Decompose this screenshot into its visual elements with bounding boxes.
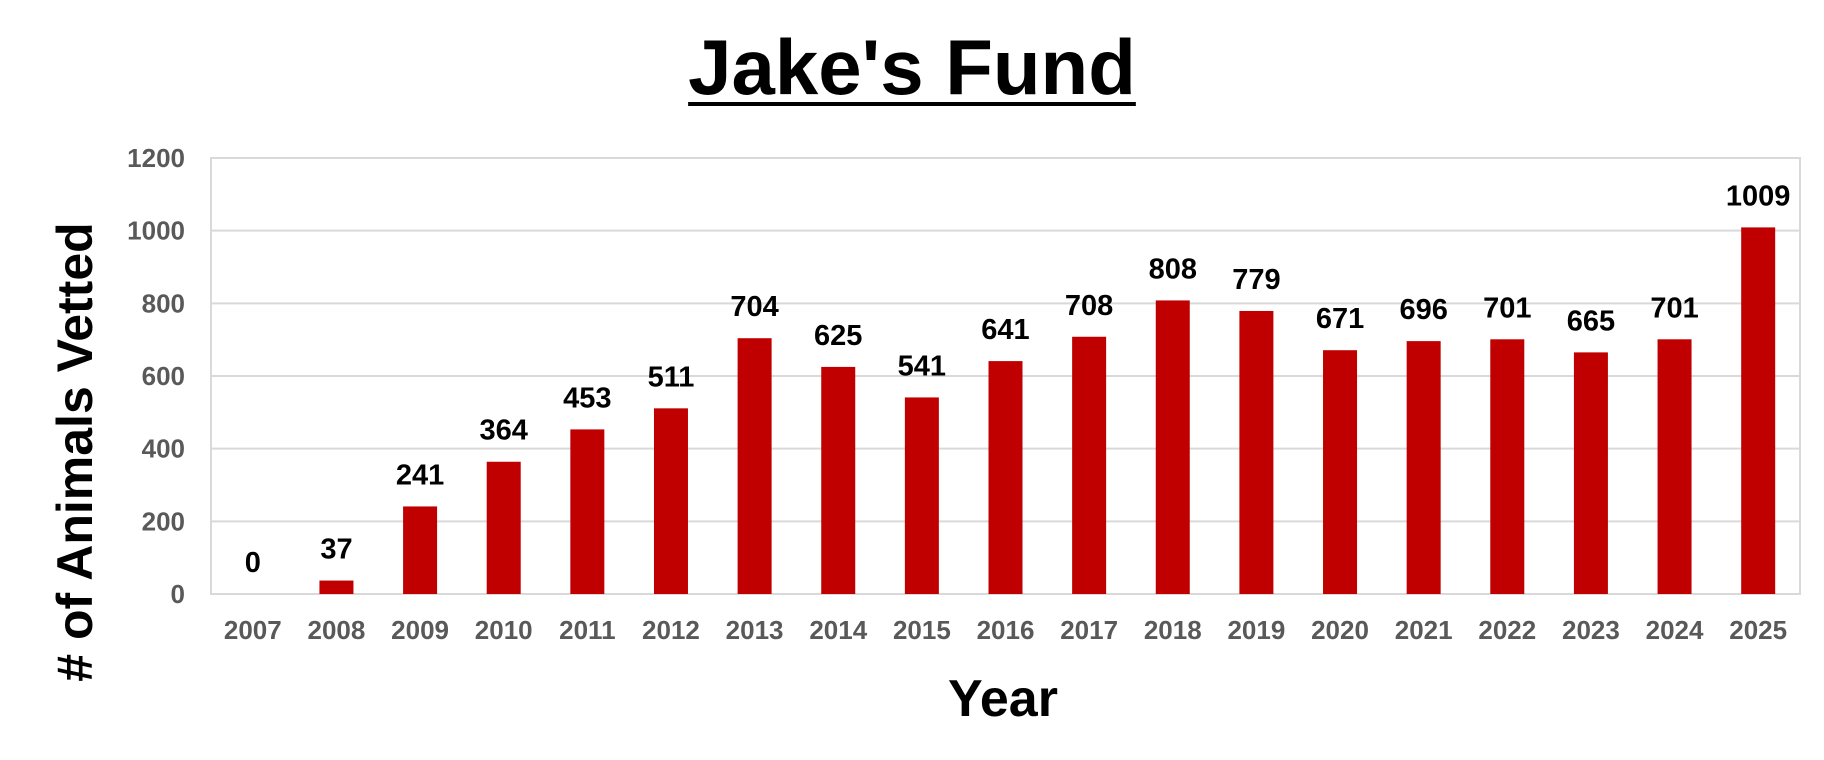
bars [319,227,1776,594]
x-tick-label: 2018 [1144,615,1202,645]
data-label: 671 [1316,303,1364,335]
x-tick-labels: 2007 2008 2009 2010 2011 2012 2013 2014 2015 2016… [224,615,1787,645]
bar-2014 [821,366,856,594]
x-tick-label: 2009 [391,615,449,645]
data-label: 625 [814,320,862,352]
data-label: 704 [730,291,778,323]
bar-2025 [1741,227,1776,594]
bar-2021 [1406,341,1441,594]
y-tick-label: 1000 [127,216,185,246]
y-tick-label: 0 [171,579,185,609]
gridlines [210,157,1801,595]
y-tick-label: 600 [142,361,185,391]
bar-2013 [737,338,772,594]
x-tick-label: 2023 [1562,615,1620,645]
data-label: 37 [320,534,352,566]
bar-2008 [319,580,354,594]
y-tick-label: 1200 [127,143,185,173]
data-label: 1009 [1726,180,1791,212]
bar-2020 [1323,350,1358,594]
y-tick-labels: 0 200 400 600 800 1000 1200 [127,143,185,609]
x-tick-label: 2015 [893,615,951,645]
x-tick-label: 2019 [1227,615,1285,645]
x-tick-label: 2025 [1729,615,1787,645]
y-tick-label: 800 [142,288,185,318]
bar-2009 [403,506,438,594]
bar-2010 [486,461,521,594]
bar-2019 [1239,310,1274,594]
x-tick-label: 2017 [1060,615,1118,645]
x-tick-label: 2014 [809,615,867,645]
y-tick-label: 400 [142,434,185,464]
x-tick-label: 2016 [977,615,1035,645]
x-tick-label: 2011 [559,615,615,645]
y-tick-label: 200 [142,506,185,536]
x-tick-label: 2008 [308,615,366,645]
x-tick-label: 2007 [224,615,282,645]
bar-2024 [1657,339,1692,594]
data-label: 241 [396,459,444,491]
x-tick-label: 2024 [1646,615,1704,645]
bar-2023 [1573,352,1608,594]
data-label: 696 [1399,294,1447,326]
chart-title: Jake's Fund [688,23,1136,111]
x-tick-label: 2010 [475,615,533,645]
x-tick-label: 2013 [726,615,784,645]
data-label: 708 [1065,290,1113,322]
data-label: 701 [1483,292,1531,324]
bar-2017 [1072,336,1107,594]
data-labels: 0 37 241 364 453 511 704 625 541 641 708 808 779 671 6… [245,180,1791,579]
bar-2015 [904,397,939,594]
data-label: 701 [1650,292,1698,324]
data-label: 511 [648,361,695,393]
data-label: 665 [1567,305,1615,337]
data-label: 641 [981,314,1029,346]
data-label: 364 [480,415,528,447]
bar-2012 [653,408,688,594]
data-label: 779 [1232,264,1280,296]
x-tick-label: 2012 [642,615,700,645]
x-tick-label: 2021 [1395,615,1453,645]
data-label: 541 [898,350,946,382]
bar-2022 [1490,339,1525,594]
bar-2016 [988,361,1023,594]
bar-2018 [1155,300,1190,594]
data-label: 453 [563,382,611,414]
x-tick-label: 2022 [1478,615,1536,645]
x-axis-title: Year [948,670,1058,728]
bar-2011 [570,429,605,594]
y-axis-title: # of Animals Vetted [47,222,103,681]
data-label: 0 [245,547,261,579]
data-label: 808 [1149,253,1197,285]
x-tick-label: 2020 [1311,615,1369,645]
